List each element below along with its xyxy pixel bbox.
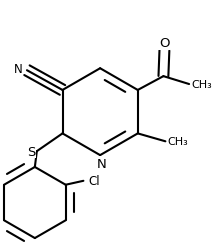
Text: O: O: [159, 37, 170, 50]
Text: N: N: [14, 62, 22, 75]
Text: Cl: Cl: [88, 175, 100, 187]
Text: N: N: [97, 157, 107, 170]
Text: CH₃: CH₃: [192, 80, 212, 90]
Text: S: S: [27, 145, 35, 158]
Text: CH₃: CH₃: [168, 137, 189, 147]
